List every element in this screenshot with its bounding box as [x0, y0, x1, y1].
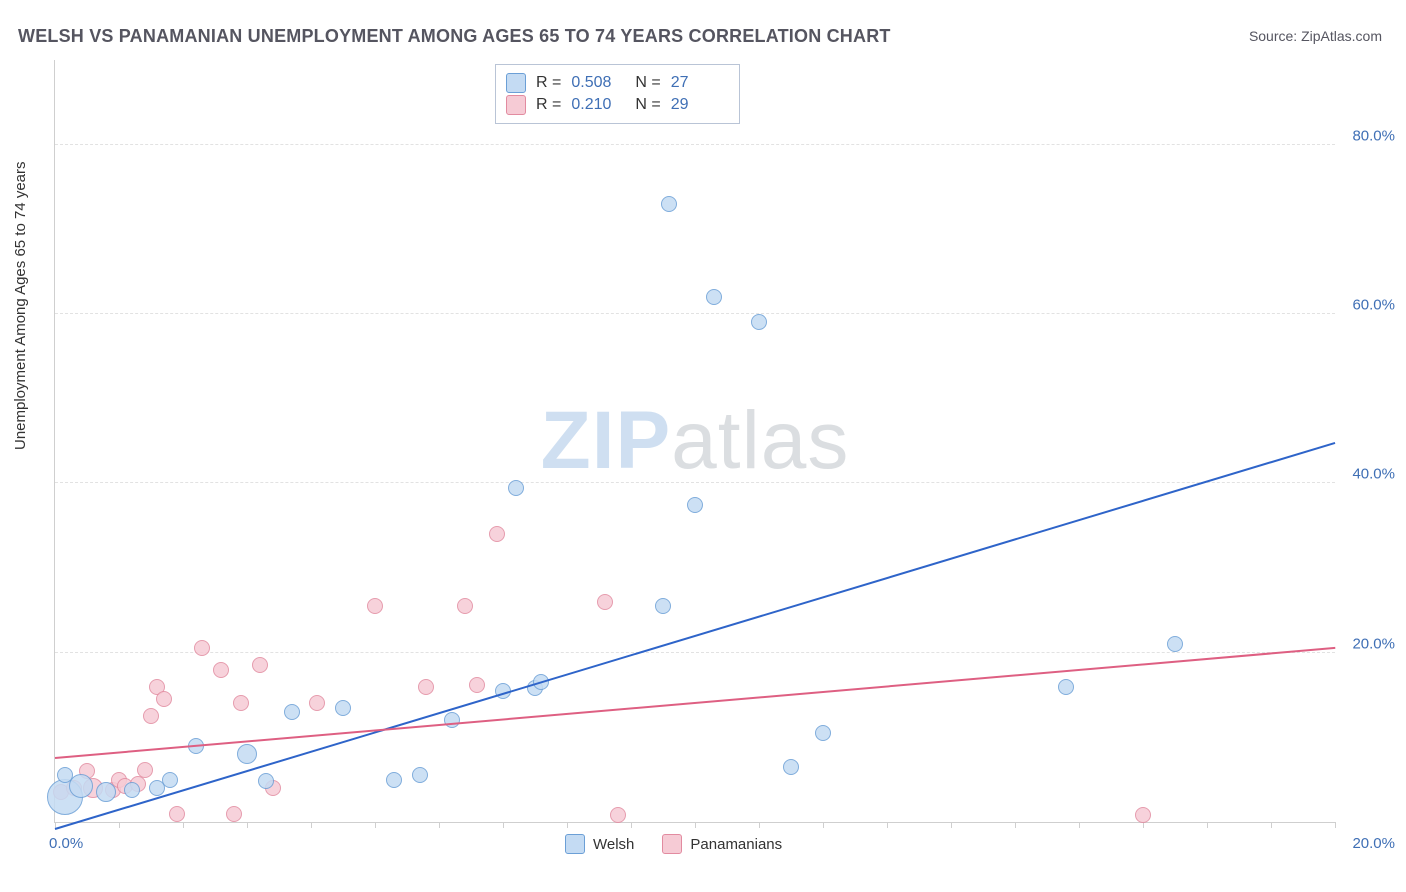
panamanian-point: [194, 640, 210, 656]
welsh-point: [412, 767, 428, 783]
stat-N-label: N =: [635, 96, 660, 114]
legend-label-panamanians: Panamanians: [690, 836, 782, 853]
welsh-point: [661, 196, 677, 212]
panamanian-point: [367, 598, 383, 614]
x-tick: [951, 822, 952, 828]
stat-R-label: R =: [536, 96, 561, 114]
x-axis-max-label: 20.0%: [1352, 835, 1395, 852]
welsh-point: [687, 497, 703, 513]
panamanians-swatch-icon: [506, 95, 526, 115]
x-tick: [823, 822, 824, 828]
x-tick: [1271, 822, 1272, 828]
panamanian-point: [156, 691, 172, 707]
x-tick: [1207, 822, 1208, 828]
y-axis-label: Unemployment Among Ages 65 to 74 years: [12, 161, 29, 450]
x-axis-min-label: 0.0%: [49, 835, 83, 852]
source-attribution: Source: ZipAtlas.com: [1249, 28, 1382, 44]
panamanians-swatch-icon: [662, 834, 682, 854]
x-tick: [1015, 822, 1016, 828]
gridline: [55, 313, 1335, 314]
stat-N-value-welsh: 27: [671, 74, 725, 92]
panamanian-point: [226, 806, 242, 822]
legend-item-panamanians: Panamanians: [662, 834, 782, 854]
stats-row-panamanians: R = 0.210 N = 29: [506, 95, 725, 115]
panamanian-point: [597, 594, 613, 610]
welsh-point: [96, 782, 116, 802]
panamanian-point: [418, 679, 434, 695]
welsh-point: [69, 774, 93, 798]
welsh-point: [1058, 679, 1074, 695]
scatter-plot-area: ZIPatlas R = 0.508 N = 27 R = 0.210 N = …: [54, 60, 1335, 823]
x-tick: [247, 822, 248, 828]
panamanian-point: [213, 662, 229, 678]
gridline: [55, 652, 1335, 653]
welsh-point: [815, 725, 831, 741]
x-tick: [439, 822, 440, 828]
y-tick-label: 80.0%: [1352, 127, 1395, 144]
stat-R-value-welsh: 0.508: [571, 74, 625, 92]
welsh-swatch-icon: [506, 73, 526, 93]
welsh-swatch-icon: [565, 834, 585, 854]
stats-row-welsh: R = 0.508 N = 27: [506, 73, 725, 93]
welsh-point: [751, 314, 767, 330]
welsh-point: [284, 704, 300, 720]
gridline: [55, 144, 1335, 145]
panamanian-point: [309, 695, 325, 711]
legend-item-welsh: Welsh: [565, 834, 634, 854]
panamanian-point: [252, 657, 268, 673]
legend-label-welsh: Welsh: [593, 836, 634, 853]
y-tick-label: 60.0%: [1352, 297, 1395, 314]
panamanian-point: [457, 598, 473, 614]
welsh-point: [706, 289, 722, 305]
gridline: [55, 482, 1335, 483]
correlation-stats-box: R = 0.508 N = 27 R = 0.210 N = 29: [495, 64, 740, 124]
x-tick: [887, 822, 888, 828]
welsh-point: [124, 782, 140, 798]
panamanian-point: [143, 708, 159, 724]
x-tick: [631, 822, 632, 828]
welsh-point: [1167, 636, 1183, 652]
x-tick: [119, 822, 120, 828]
stat-N-value-panamanians: 29: [671, 96, 725, 114]
x-tick: [503, 822, 504, 828]
x-tick: [567, 822, 568, 828]
watermark: ZIPatlas: [541, 394, 850, 488]
panamanian-point: [169, 806, 185, 822]
y-tick-label: 40.0%: [1352, 466, 1395, 483]
panamanian-point: [610, 807, 626, 823]
y-tick-label: 20.0%: [1352, 635, 1395, 652]
series-legend: Welsh Panamanians: [565, 834, 782, 854]
panamanian-point: [489, 526, 505, 542]
stat-R-label: R =: [536, 74, 561, 92]
chart-title: WELSH VS PANAMANIAN UNEMPLOYMENT AMONG A…: [18, 26, 891, 47]
x-tick: [1079, 822, 1080, 828]
x-tick: [375, 822, 376, 828]
x-tick: [1335, 822, 1336, 828]
panamanian-point: [1135, 807, 1151, 823]
welsh-point: [444, 712, 460, 728]
x-tick: [695, 822, 696, 828]
panamanian-point: [469, 677, 485, 693]
stat-N-label: N =: [635, 74, 660, 92]
panamanian-point: [233, 695, 249, 711]
welsh-point: [162, 772, 178, 788]
welsh-point: [508, 480, 524, 496]
welsh-point: [655, 598, 671, 614]
x-tick: [183, 822, 184, 828]
watermark-zip: ZIP: [541, 395, 672, 486]
welsh-point: [783, 759, 799, 775]
x-tick: [311, 822, 312, 828]
watermark-atlas: atlas: [671, 395, 849, 486]
x-tick: [759, 822, 760, 828]
welsh-point: [335, 700, 351, 716]
welsh-point: [386, 772, 402, 788]
panamanian-point: [137, 762, 153, 778]
welsh-point: [237, 744, 257, 764]
welsh-point: [258, 773, 274, 789]
stat-R-value-panamanians: 0.210: [571, 96, 625, 114]
